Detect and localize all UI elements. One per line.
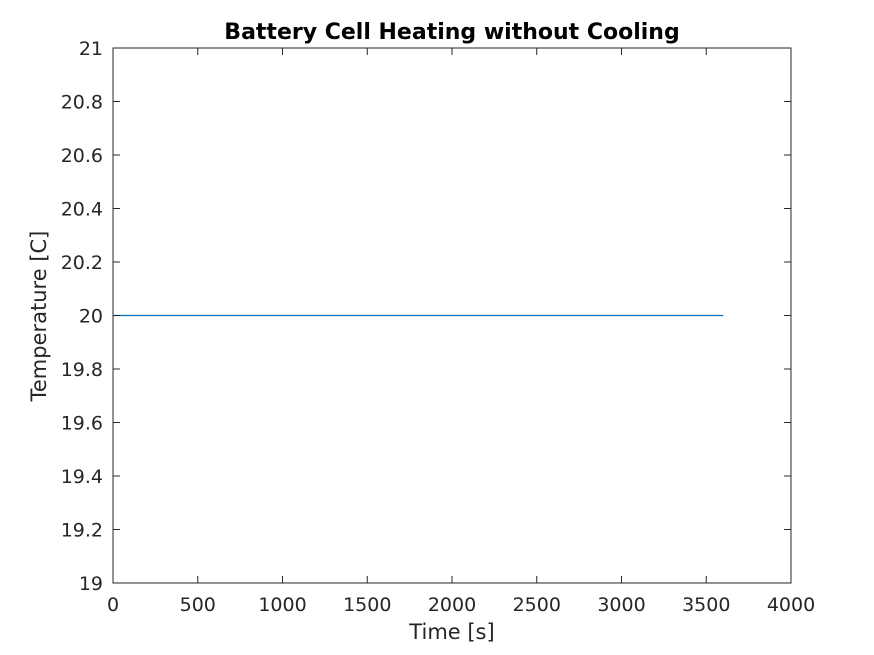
y-tick-label: 20.6 bbox=[61, 145, 103, 167]
x-axis-label: Time [s] bbox=[408, 620, 494, 644]
y-tick-label: 20.2 bbox=[61, 252, 103, 274]
chart-title: Battery Cell Heating without Cooling bbox=[224, 20, 679, 45]
y-tick-label: 20.4 bbox=[61, 199, 103, 221]
y-tick-label: 19.4 bbox=[61, 466, 103, 488]
y-tick-label: 19.8 bbox=[61, 359, 103, 381]
y-tick-label: 21 bbox=[79, 38, 103, 60]
axes-frame bbox=[112, 47, 792, 584]
y-tick-label: 19.6 bbox=[61, 413, 103, 435]
y-axis-ticks: 19 19.2 19.4 19.6 19.8 20 20.2 20.4 20.6 20.8 21 bbox=[61, 38, 791, 595]
x-tick-label: 500 bbox=[180, 594, 216, 616]
y-tick-label: 20.8 bbox=[61, 92, 103, 114]
x-tick-label: 2500 bbox=[513, 594, 561, 616]
x-tick-label: 3000 bbox=[597, 594, 645, 616]
x-tick-label: 4000 bbox=[767, 594, 815, 616]
x-tick-label: 3500 bbox=[682, 594, 730, 616]
y-axis-label: Temperature [C] bbox=[27, 231, 51, 403]
x-tick-label: 2000 bbox=[428, 594, 476, 616]
y-tick-label: 20 bbox=[79, 306, 103, 328]
x-tick-label: 0 bbox=[107, 594, 119, 616]
x-tick-label: 1000 bbox=[258, 594, 306, 616]
y-tick-label: 19.2 bbox=[61, 520, 103, 542]
y-tick-label: 19 bbox=[79, 573, 103, 595]
x-axis-ticks: 0 500 1000 1500 2000 2500 3000 3500 4000 bbox=[107, 48, 815, 616]
x-tick-label: 1500 bbox=[343, 594, 391, 616]
